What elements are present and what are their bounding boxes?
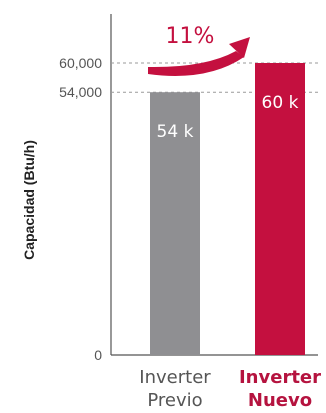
bars (150, 63, 305, 355)
category-label: Nuevo (248, 390, 312, 411)
category-label: Previo (147, 390, 202, 411)
data-labels: 54 k 60 k (157, 93, 299, 142)
growth-annotation: 11% (148, 24, 250, 76)
y-tick-label: 0 (94, 347, 102, 363)
bar-value-label: 60 k (262, 93, 299, 113)
bar-value-label: 54 k (157, 122, 194, 142)
y-ticks: 0 54,000 60,000 (59, 55, 102, 363)
category-label: Inverter (139, 367, 211, 388)
category-label: Inverter (239, 367, 321, 388)
growth-percentage: 11% (166, 24, 215, 49)
y-axis-label: Capacidad (Btu/h) (21, 140, 37, 260)
y-tick-label: 60,000 (59, 55, 102, 71)
growth-arrow-icon (148, 51, 244, 76)
bar (150, 92, 200, 355)
growth-arrowhead-icon (229, 37, 250, 58)
bar (255, 63, 305, 355)
y-tick-label: 54,000 (59, 84, 102, 100)
